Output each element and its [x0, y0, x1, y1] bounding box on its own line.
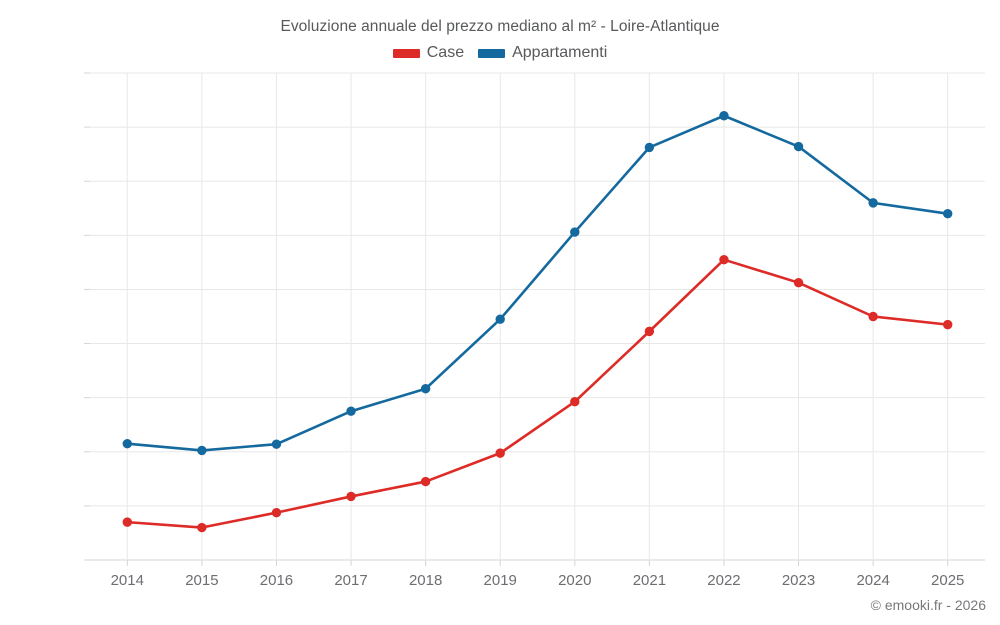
x-axis-tick-label: 2023 [781, 572, 816, 589]
series-line-case [125, 258, 950, 529]
data-point[interactable] [122, 517, 132, 527]
x-axis-tick-label: 2017 [334, 572, 368, 589]
data-point[interactable] [420, 476, 431, 487]
x-axis-tick-label: 2014 [110, 572, 144, 589]
x-axis-tick-label: 2016 [259, 572, 294, 589]
legend-swatch-case [392, 48, 420, 58]
data-point[interactable] [197, 445, 207, 456]
chart-title: Evoluzione annuale del prezzo mediano al… [280, 18, 720, 35]
data-point[interactable] [943, 319, 953, 330]
data-point[interactable] [346, 406, 356, 416]
data-point[interactable] [271, 507, 282, 518]
legend-item-case[interactable]: Case [392, 44, 465, 62]
legend-label-appartamenti: Appartamenti [512, 44, 608, 61]
data-point[interactable] [197, 522, 207, 533]
data-point[interactable] [644, 326, 655, 337]
data-point[interactable] [570, 397, 580, 407]
series-line-appartamenti [125, 114, 950, 452]
x-axis-tick-label: 2019 [483, 572, 517, 589]
data-point[interactable] [793, 141, 804, 152]
data-point[interactable] [570, 227, 580, 237]
data-point[interactable] [271, 439, 282, 449]
data-point[interactable] [644, 142, 655, 153]
data-point[interactable] [495, 448, 505, 458]
x-axis-tick-label: 2022 [707, 572, 741, 589]
data-point[interactable] [719, 111, 729, 121]
data-point[interactable] [122, 438, 132, 449]
data-point[interactable] [420, 384, 431, 394]
legend-item-appartamenti[interactable]: Appartamenti [478, 44, 607, 62]
x-axis-tick-label: 2021 [632, 572, 667, 589]
data-point[interactable] [793, 277, 804, 288]
x-axis-tick-label: 2020 [558, 572, 592, 589]
data-point[interactable] [719, 254, 729, 265]
data-point[interactable] [868, 198, 878, 208]
data-point[interactable] [943, 208, 953, 219]
chart-legend: Case Appartamenti [0, 44, 1000, 62]
legend-label-case: Case [426, 44, 465, 61]
x-axis-tick-label: 2015 [185, 572, 219, 589]
data-point[interactable] [346, 491, 356, 502]
legend-swatch-appartamenti [478, 48, 506, 58]
data-point[interactable] [868, 311, 878, 322]
x-axis-tick-label: 2018 [408, 572, 443, 589]
x-axis-tick-label: 2024 [856, 572, 890, 589]
x-axis-tick-label: 2025 [931, 572, 965, 589]
credit-text: © emooki.fr - 2026 [870, 597, 986, 613]
data-point[interactable] [495, 314, 505, 324]
